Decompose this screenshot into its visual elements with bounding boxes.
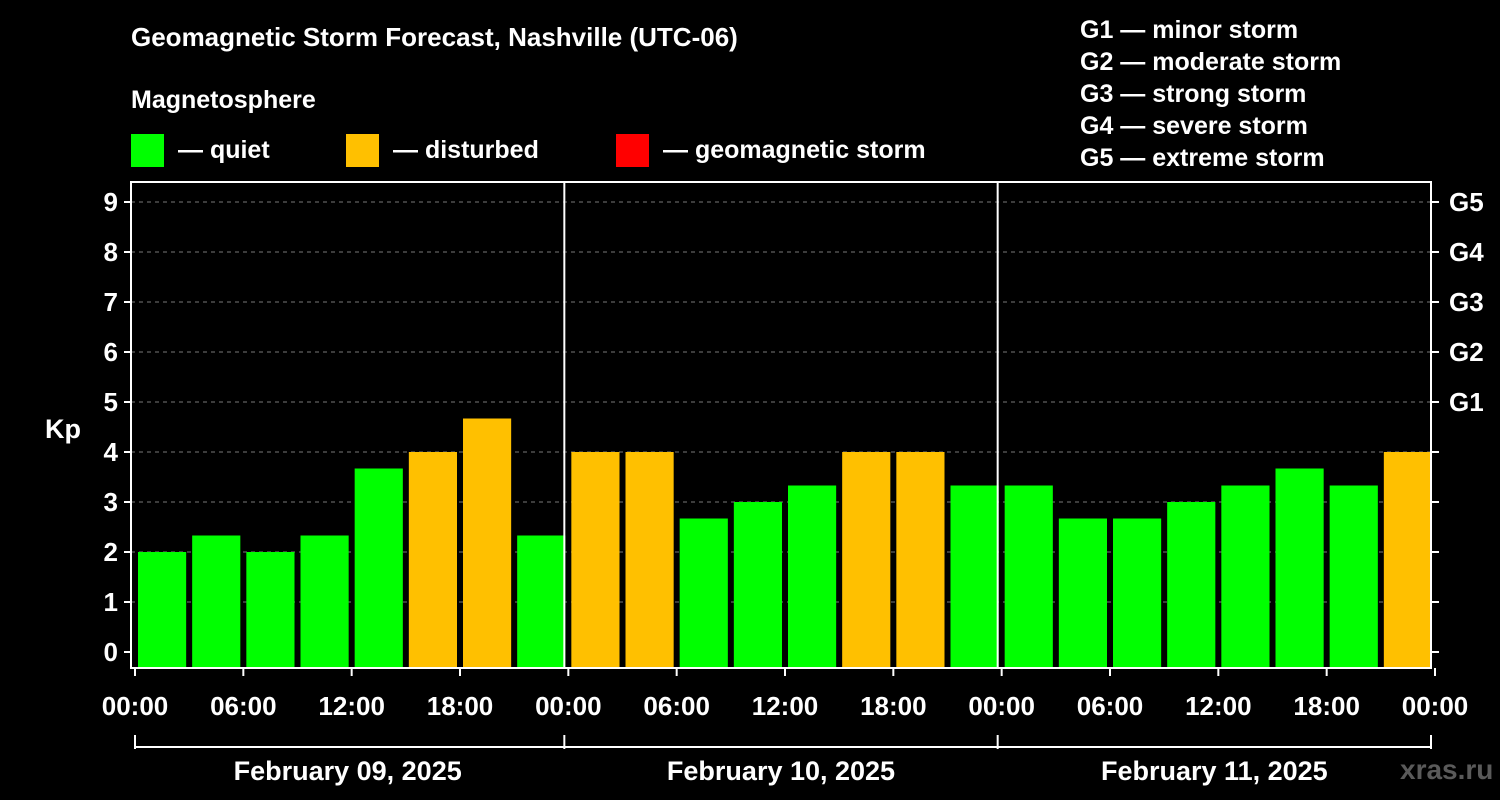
- y-tick-label: 9: [104, 187, 118, 217]
- watermark: xras.ru: [1400, 754, 1494, 785]
- kp-bar: [950, 485, 999, 668]
- day-label: February 10, 2025: [667, 756, 895, 786]
- x-tick-label: 18:00: [860, 691, 927, 721]
- kp-bar: [1221, 485, 1270, 668]
- kp-bar: [192, 535, 241, 668]
- kp-bar: [517, 535, 566, 668]
- storm-scale-g1: G1 — minor storm: [1080, 16, 1299, 44]
- disturbed-swatch: [346, 133, 379, 167]
- kp-bar: [733, 502, 782, 668]
- storm-swatch: [616, 133, 649, 167]
- x-tick-label: 00:00: [102, 691, 169, 721]
- legend-subtitle: Magnetosphere: [131, 86, 316, 114]
- kp-bar: [246, 552, 295, 668]
- y-tick-label: 8: [104, 237, 118, 267]
- legend-item-disturbed: — disturbed: [346, 133, 539, 167]
- storm-scale-g5: G5 — extreme storm: [1080, 144, 1325, 172]
- storm-scale-g2: G2 — moderate storm: [1080, 48, 1342, 76]
- legend-item-quiet: — quiet: [131, 133, 270, 167]
- chart-title: Geomagnetic Storm Forecast, Nashville (U…: [131, 22, 738, 52]
- x-tick-label: 12:00: [318, 691, 385, 721]
- kp-bar: [571, 452, 620, 668]
- kp-bar: [138, 552, 187, 668]
- kp-bar: [1275, 468, 1324, 668]
- x-tick-label: 00:00: [535, 691, 602, 721]
- day-label: February 11, 2025: [1101, 756, 1328, 786]
- storm-scale-legend: G1 — minor storm G2 — moderate storm G3 …: [1080, 14, 1341, 174]
- x-tick-label: 06:00: [1077, 691, 1144, 721]
- x-tick-label: 00:00: [968, 691, 1035, 721]
- legend-item-storm: — geomagnetic storm: [616, 133, 926, 167]
- kp-bar: [1058, 518, 1107, 668]
- storm-level-label: G5: [1449, 187, 1484, 217]
- x-tick-label: 18:00: [1293, 691, 1360, 721]
- day-label: February 09, 2025: [234, 756, 462, 786]
- x-tick-label: 12:00: [752, 691, 819, 721]
- kp-bar: [1167, 502, 1216, 668]
- kp-bar: [1383, 452, 1432, 668]
- plot-frame: [130, 181, 1432, 669]
- kp-bar: [842, 452, 891, 668]
- kp-bar: [354, 468, 403, 668]
- kp-bar: [896, 452, 945, 668]
- y-tick-label: 5: [104, 387, 118, 417]
- storm-level-label: G1: [1449, 387, 1484, 417]
- y-tick-label: 0: [104, 637, 118, 667]
- kp-bar: [463, 418, 512, 668]
- y-tick-label: 4: [104, 437, 119, 467]
- kp-bar: [679, 518, 728, 668]
- storm-scale-g3: G3 — strong storm: [1080, 80, 1307, 108]
- kp-bar: [408, 452, 457, 668]
- legend-label-disturbed: — disturbed: [393, 135, 539, 164]
- x-tick-label: 12:00: [1185, 691, 1252, 721]
- x-tick-label: 06:00: [643, 691, 710, 721]
- x-tick-label: 18:00: [427, 691, 494, 721]
- kp-bar: [1113, 518, 1162, 668]
- y-tick-label: 6: [104, 337, 118, 367]
- legend-label-quiet: — quiet: [178, 135, 270, 164]
- kp-bar: [300, 535, 349, 668]
- x-tick-label: 00:00: [1402, 691, 1469, 721]
- y-axis-label: Kp: [45, 414, 81, 444]
- kp-bar: [788, 485, 837, 668]
- x-tick-label: 06:00: [210, 691, 277, 721]
- y-tick-label: 2: [104, 537, 118, 567]
- y-tick-label: 7: [104, 287, 118, 317]
- storm-level-label: G2: [1449, 337, 1484, 367]
- kp-bar: [625, 452, 674, 668]
- y-tick-label: 1: [104, 587, 118, 617]
- storm-level-label: G4: [1449, 237, 1484, 267]
- quiet-swatch: [131, 133, 164, 167]
- kp-bar: [1004, 485, 1053, 668]
- y-tick-label: 3: [104, 487, 118, 517]
- storm-level-label: G3: [1449, 287, 1484, 317]
- legend-label-storm: — geomagnetic storm: [663, 135, 926, 164]
- storm-scale-g4: G4 — severe storm: [1080, 112, 1308, 140]
- kp-bar: [1329, 485, 1378, 668]
